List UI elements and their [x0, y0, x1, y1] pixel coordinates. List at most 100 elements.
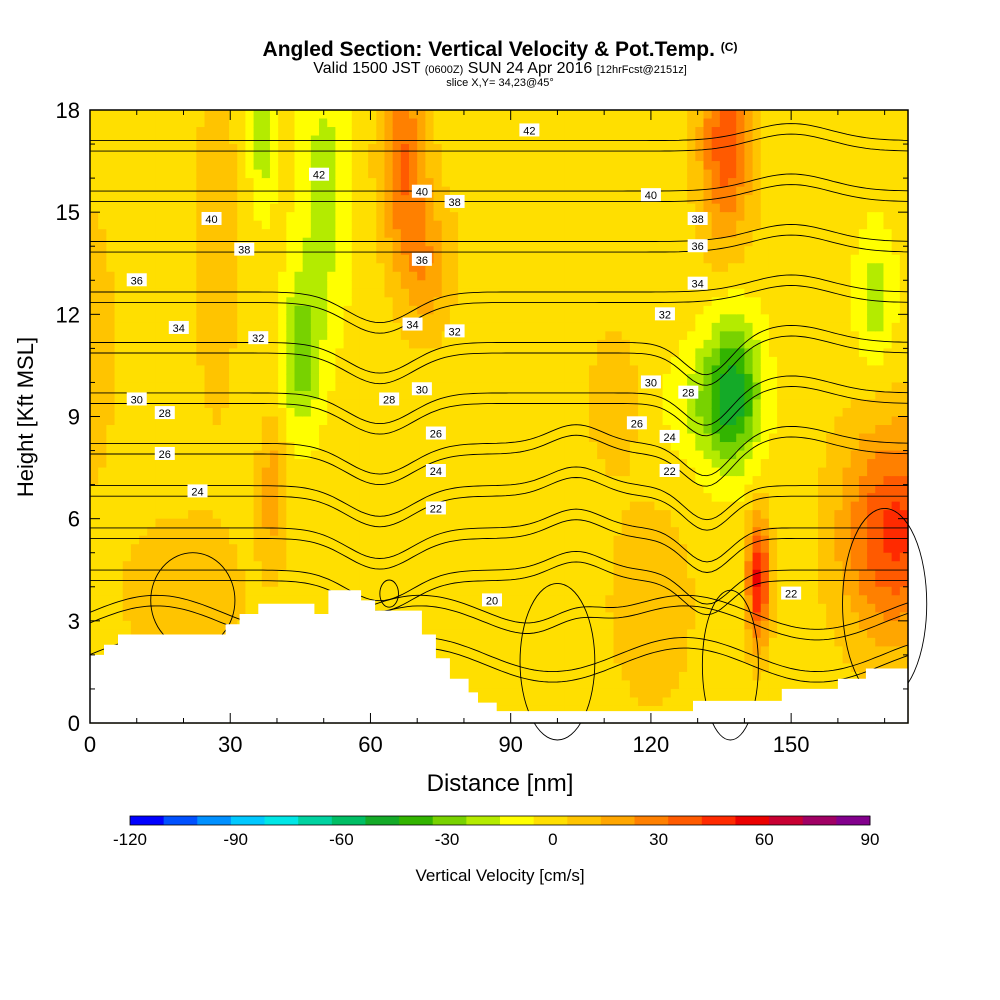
velocity-cell [548, 586, 557, 596]
velocity-cell [171, 578, 181, 588]
velocity-cell [269, 527, 279, 537]
velocity-cell [449, 348, 459, 358]
velocity-cell [499, 442, 508, 452]
velocity-cell [261, 390, 271, 401]
velocity-cell [638, 152, 647, 162]
velocity-cell [212, 578, 222, 588]
velocity-cell [98, 203, 107, 213]
velocity-cell [580, 212, 590, 222]
velocity-cell [482, 229, 492, 239]
velocity-cell [629, 442, 639, 452]
velocity-cell [335, 510, 345, 520]
velocity-cell [629, 280, 639, 290]
velocity-cell [278, 280, 287, 290]
velocity-cell [638, 135, 647, 145]
velocity-cell [425, 178, 435, 188]
velocity-cell [188, 144, 197, 154]
velocity-cell [597, 331, 606, 341]
velocity-cell [400, 271, 410, 281]
velocity-cell [466, 510, 476, 520]
velocity-cell [114, 484, 124, 494]
velocity-cell [212, 297, 222, 307]
velocity-cell [523, 390, 533, 401]
velocity-cell [564, 484, 574, 494]
velocity-cell [335, 348, 345, 358]
velocity-cell [327, 110, 336, 120]
velocity-cell [539, 203, 549, 213]
velocity-cell [425, 322, 435, 332]
velocity-cell [409, 603, 418, 613]
velocity-cell [319, 425, 328, 435]
velocity-cell [359, 314, 369, 324]
velocity-cell [572, 476, 582, 486]
velocity-cell [114, 595, 124, 605]
velocity-cell [449, 603, 459, 613]
velocity-cell [392, 561, 402, 571]
velocity-cell [441, 493, 451, 503]
velocity-cell [302, 348, 312, 358]
velocity-cell [564, 305, 574, 315]
velocity-cell [556, 552, 566, 562]
velocity-cell [98, 637, 107, 647]
velocity-cell [613, 603, 623, 613]
velocity-cell [376, 450, 386, 460]
velocity-cell [613, 680, 623, 690]
velocity-cell [319, 229, 328, 239]
velocity-cell [507, 382, 516, 392]
velocity-cell [286, 527, 296, 537]
velocity-cell [515, 407, 525, 418]
velocity-cell [621, 212, 631, 222]
velocity-cell [629, 595, 639, 605]
velocity-cell [188, 425, 197, 435]
velocity-cell [196, 305, 206, 315]
velocity-cell [122, 127, 132, 137]
velocity-cell [531, 288, 541, 298]
velocity-cell [188, 305, 197, 315]
velocity-cell [122, 484, 132, 494]
velocity-cell [294, 127, 304, 137]
velocity-cell [171, 161, 181, 171]
velocity-cell [261, 501, 271, 511]
velocity-cell [588, 271, 598, 281]
velocity-cell [499, 629, 508, 639]
velocity-cell [294, 527, 304, 537]
velocity-cell [139, 246, 148, 256]
velocity-cell [98, 297, 107, 307]
velocity-cell [613, 595, 623, 605]
velocity-cell [106, 365, 116, 375]
velocity-cell [139, 578, 148, 588]
velocity-cell [392, 569, 402, 579]
velocity-cell [139, 493, 148, 503]
velocity-cell [482, 331, 492, 341]
velocity-cell [368, 297, 377, 307]
velocity-cell [499, 671, 508, 682]
velocity-cell [196, 212, 206, 222]
velocity-cell [621, 161, 631, 171]
velocity-cell [294, 254, 304, 264]
velocity-cell [335, 407, 345, 418]
velocity-cell [638, 178, 647, 188]
velocity-cell [613, 212, 623, 222]
velocity-cell [646, 603, 656, 613]
velocity-cell [597, 518, 606, 528]
velocity-cell [580, 254, 590, 264]
velocity-cell [155, 237, 165, 247]
velocity-cell [531, 663, 541, 673]
velocity-cell [605, 314, 615, 324]
velocity-cell [245, 280, 255, 290]
velocity-cell [400, 373, 410, 384]
velocity-cell [212, 382, 222, 392]
velocity-cell [433, 484, 443, 494]
velocity-cell [122, 476, 132, 486]
velocity-cell [179, 118, 189, 128]
velocity-cell [278, 178, 287, 188]
velocity-cell [425, 535, 435, 545]
velocity-cell [417, 433, 426, 443]
velocity-cell [613, 152, 623, 162]
velocity-cell [531, 169, 541, 179]
velocity-cell [621, 152, 631, 162]
velocity-cell [474, 552, 484, 562]
velocity-cell [188, 476, 197, 486]
velocity-cell [114, 331, 124, 341]
velocity-cell [90, 544, 99, 554]
